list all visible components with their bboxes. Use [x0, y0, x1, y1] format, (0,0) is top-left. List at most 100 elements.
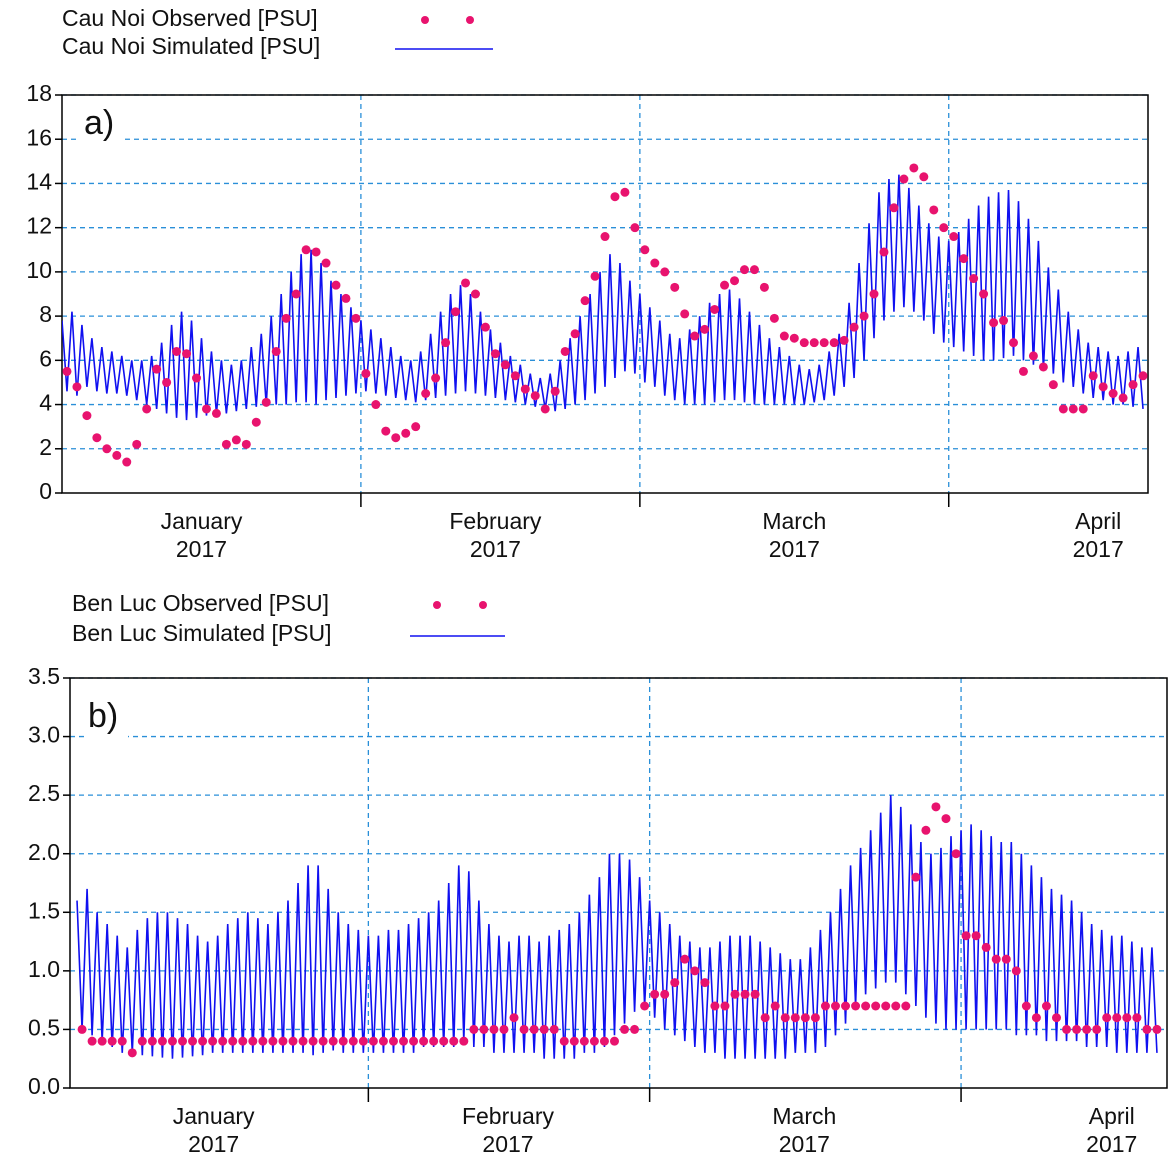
observed-point — [750, 989, 760, 999]
observed-point — [221, 439, 231, 449]
observed-point — [690, 331, 700, 341]
observed-point — [539, 1024, 549, 1034]
observed-point — [500, 360, 510, 370]
observed-point — [499, 1024, 509, 1034]
x-tick-label-line: January — [173, 1103, 255, 1129]
panel-label: b) — [88, 697, 118, 735]
observed-point — [780, 1013, 790, 1023]
observed-point — [1058, 404, 1068, 414]
observed-point — [590, 271, 600, 281]
observed-point — [1082, 1024, 1092, 1034]
observed-point — [599, 1036, 609, 1046]
observed-point — [609, 1036, 619, 1046]
x-tick-label: April 2017 — [1086, 1103, 1137, 1157]
observed-point — [891, 1001, 901, 1011]
observed-point — [248, 1036, 258, 1046]
annotation-bg — [80, 105, 124, 145]
observed-point — [409, 1036, 419, 1046]
observed-point — [819, 338, 829, 348]
observed-point — [1068, 404, 1078, 414]
observed-point — [261, 397, 271, 407]
observed-point — [308, 1036, 318, 1046]
observed-point — [431, 373, 441, 383]
observed-point — [570, 329, 580, 339]
observed-point — [271, 346, 281, 356]
observed-point — [841, 1001, 851, 1011]
observed-point — [530, 391, 540, 401]
observed-point — [72, 382, 82, 392]
x-tick-label: March 2017 — [762, 508, 826, 562]
observed-point — [411, 422, 421, 432]
observed-point — [529, 1024, 539, 1034]
observed-point — [172, 346, 182, 356]
x-tick-label: April 2017 — [1073, 508, 1124, 562]
observed-point — [1092, 1024, 1102, 1034]
x-tick-label-line: March — [762, 508, 826, 534]
observed-point — [388, 1036, 398, 1046]
observed-point — [730, 989, 740, 999]
observed-point — [1112, 1013, 1122, 1023]
observed-point — [589, 1036, 599, 1046]
observed-point — [640, 245, 650, 255]
observed-point — [489, 1024, 499, 1034]
observed-point — [829, 338, 839, 348]
observed-point — [881, 1001, 891, 1011]
x-tick-label-line: March — [772, 1103, 836, 1129]
observed-point — [991, 954, 1001, 964]
observed-point — [1132, 1013, 1142, 1023]
y-tick-label: 10 — [26, 257, 52, 283]
legend-label: Ben Luc Observed [PSU] — [72, 590, 329, 616]
legend-label: Cau Noi Simulated [PSU] — [62, 33, 320, 59]
observed-point — [981, 942, 991, 952]
observed-point — [540, 404, 550, 414]
observed-point — [849, 322, 859, 332]
observed-point — [871, 1001, 881, 1011]
observed-point — [152, 364, 162, 374]
observed-point — [759, 282, 769, 292]
observed-point — [97, 1036, 107, 1046]
legend-marker — [466, 16, 474, 24]
observed-point — [348, 1036, 358, 1046]
observed-point — [117, 1036, 127, 1046]
x-tick-label-line: 2017 — [779, 1131, 830, 1157]
x-tick-label-line: 2017 — [176, 536, 227, 562]
observed-point — [188, 1036, 198, 1046]
observed-point — [1072, 1024, 1082, 1034]
observed-point — [680, 954, 690, 964]
observed-point — [77, 1024, 87, 1034]
observed-point — [399, 1036, 409, 1046]
observed-point — [218, 1036, 228, 1046]
observed-point — [911, 872, 921, 882]
observed-point — [328, 1036, 338, 1046]
observed-point — [1011, 966, 1021, 976]
observed-point — [157, 1036, 167, 1046]
observed-point — [251, 417, 261, 427]
observed-point — [288, 1036, 298, 1046]
observed-point — [670, 282, 680, 292]
observed-point — [901, 1001, 911, 1011]
y-tick-label: 4 — [39, 390, 52, 416]
observed-point — [127, 1048, 137, 1058]
observed-point — [620, 1024, 630, 1034]
observed-point — [419, 1036, 429, 1046]
observed-point — [931, 802, 941, 812]
y-tick-label: 14 — [26, 169, 52, 195]
observed-point — [1088, 371, 1098, 381]
observed-point — [381, 426, 391, 436]
observed-point — [820, 1001, 830, 1011]
observed-point — [142, 404, 152, 414]
x-tick-label-line: 2017 — [188, 1131, 239, 1157]
observed-point — [739, 265, 749, 275]
observed-point — [162, 377, 172, 387]
x-tick-label-line: 2017 — [482, 1131, 533, 1157]
legend-label: Cau Noi Observed [PSU] — [62, 5, 318, 31]
observed-point — [429, 1036, 439, 1046]
observed-point — [909, 163, 919, 173]
observed-point — [800, 1013, 810, 1023]
simulated-line — [62, 174, 1144, 421]
observed-point — [670, 978, 680, 988]
x-tick-label-line: February — [462, 1103, 555, 1129]
observed-point — [1142, 1024, 1152, 1034]
observed-point — [559, 1036, 569, 1046]
